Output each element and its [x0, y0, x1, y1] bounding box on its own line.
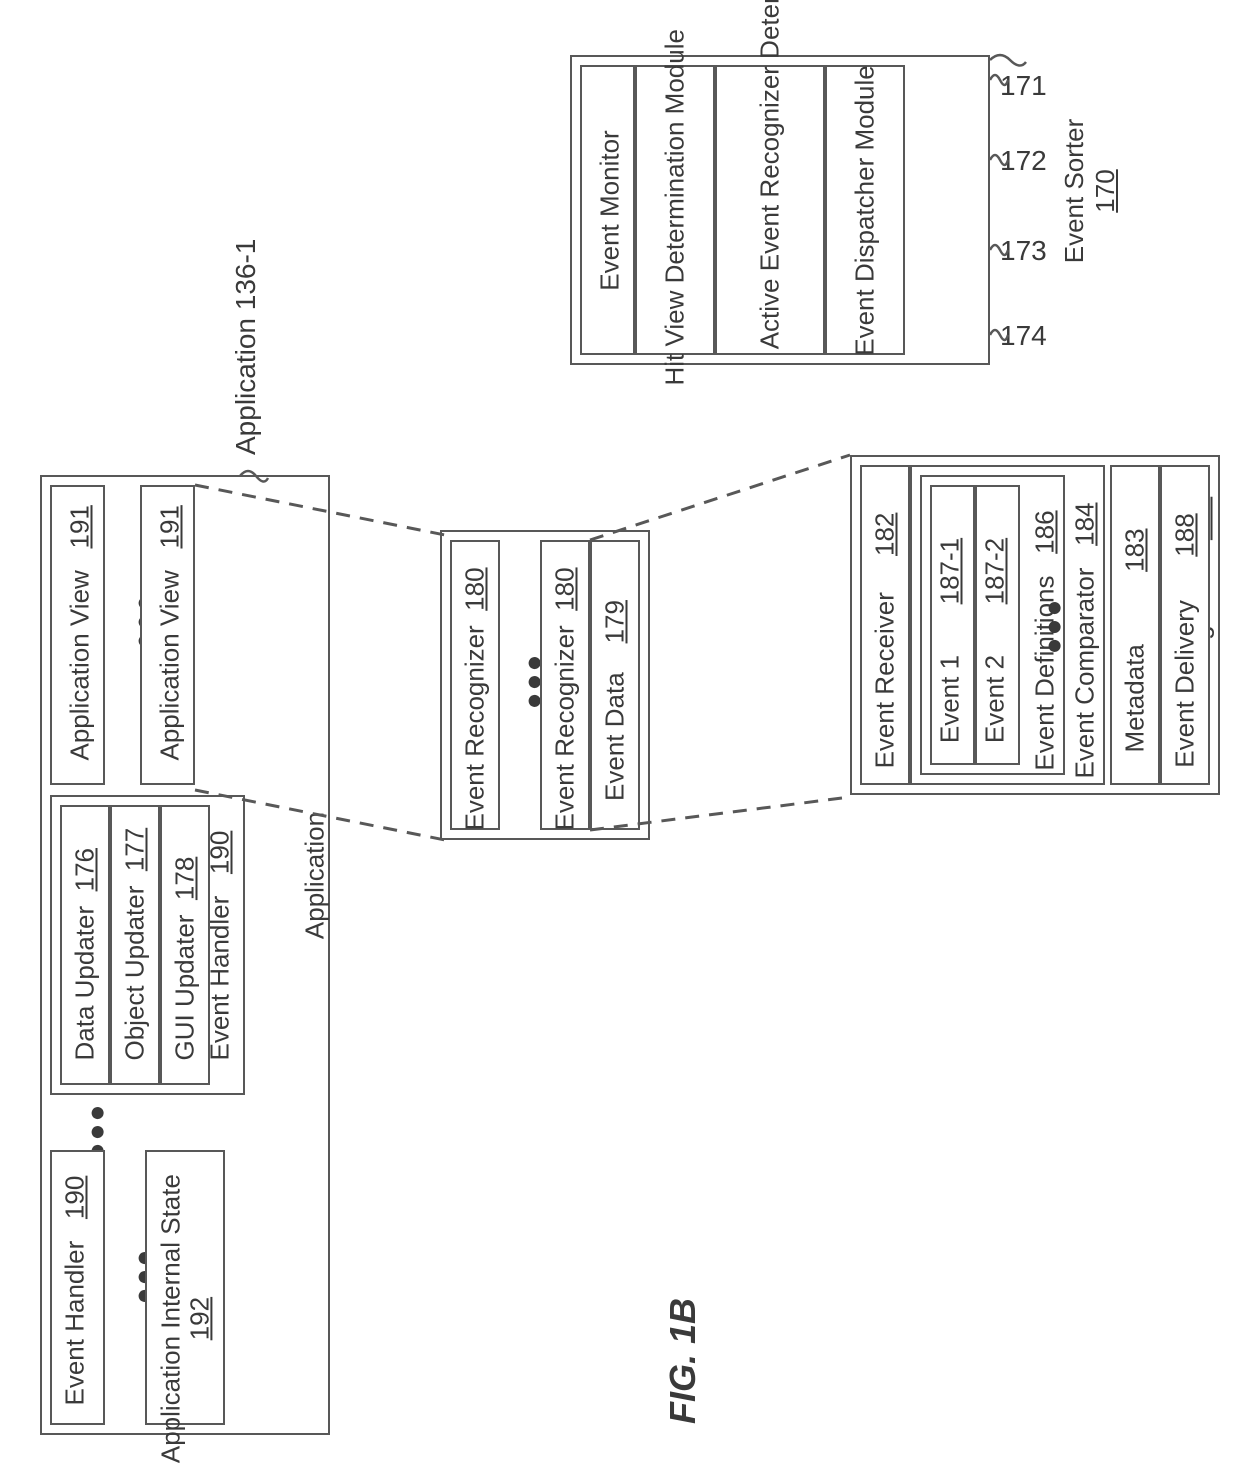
es-row-3-label: Event Dispatcher Module	[850, 61, 881, 361]
es-row-2-label: Active Event Recognizer Determination Mo…	[756, 69, 785, 349]
eh-child-1-label: Object Updater 177	[120, 861, 151, 1061]
rd-event-0-label: Event 1 187-1	[935, 516, 966, 766]
event-sorter-title-label: Event Sorter	[1059, 119, 1089, 264]
dash-app-to-vd-top	[195, 480, 455, 550]
es-row-1-label: Hit View Determination Module	[660, 36, 691, 386]
es-leader-3	[990, 315, 1010, 345]
es-leader-1	[990, 140, 1010, 170]
app-view-1-label: Application View 191	[155, 541, 186, 761]
app-header: Application 136-1	[230, 239, 262, 455]
vd-row-0-label: Event Recognizer 180	[460, 571, 491, 831]
event-sorter-title-num: 170	[1090, 169, 1120, 212]
dash-app-to-vd-bot	[195, 785, 455, 855]
event-sorter-title: Event Sorter 170	[1059, 111, 1121, 271]
es-row-0-label: Event Monitor	[595, 111, 626, 311]
eh-child-2-label: GUI Updater 178	[170, 861, 201, 1061]
dash-vd-to-rd-bot	[590, 795, 860, 845]
dash-vd-to-rd-top	[590, 450, 860, 550]
app-internal-state-label: Application Internal State 192	[156, 1174, 213, 1464]
rd-event-1-label: Event 2 187-2	[980, 516, 1011, 766]
vd-row-2-label: Event Data 179	[600, 586, 631, 816]
rd-metadata-label: Metadata 183	[1120, 511, 1151, 771]
rd-receiver-label: Event Receiver 182	[870, 506, 901, 776]
app-view-0-label: Application View 191	[65, 541, 96, 761]
vd-row-1-label: Event Recognizer 180	[550, 571, 581, 831]
rd-comparator-label: Event Comparator 184	[1070, 501, 1101, 781]
rd-vdots: ●●●	[1037, 598, 1069, 655]
figure-caption: FIG. 1B	[662, 1298, 704, 1424]
es-title-leader	[988, 48, 1028, 78]
es-leader-2	[990, 230, 1010, 260]
rd-delivery-label: Event Delivery 188	[1170, 506, 1201, 776]
eh-child-0-label: Data Updater 176	[70, 861, 101, 1061]
event-handler-2-label: Event Handler 190	[60, 1206, 91, 1406]
